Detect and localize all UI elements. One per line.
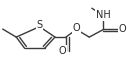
Text: O: O: [72, 23, 80, 33]
Text: S: S: [36, 20, 43, 30]
Text: O: O: [59, 46, 66, 56]
Text: NH: NH: [96, 10, 111, 20]
Text: O: O: [118, 24, 126, 34]
